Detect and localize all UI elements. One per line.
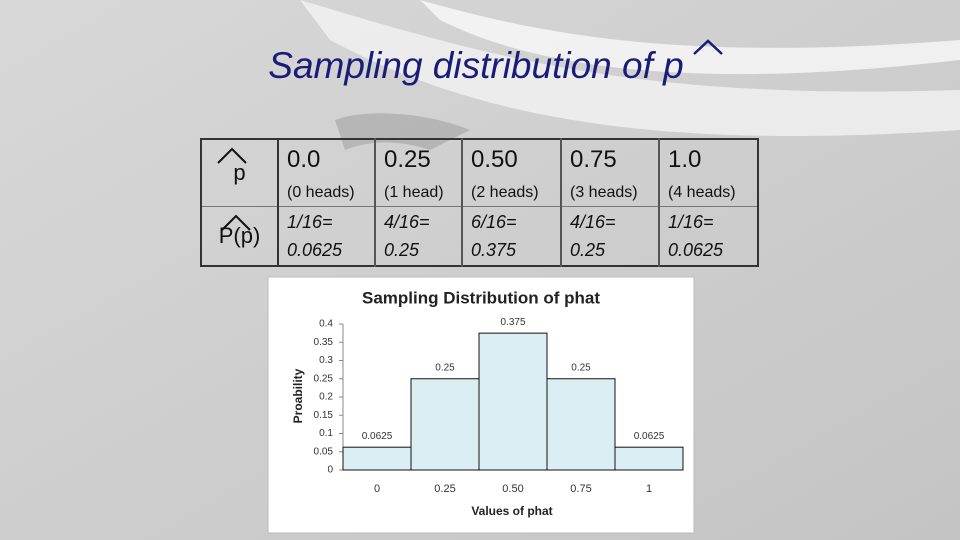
data-label: 0.25 bbox=[435, 362, 455, 373]
cell-line: 4/16= bbox=[570, 212, 616, 232]
y-tick-label: 0.35 bbox=[314, 337, 334, 348]
cell-line: 4/16= bbox=[384, 212, 430, 232]
bar bbox=[478, 332, 548, 471]
bar bbox=[410, 378, 480, 471]
y-tick-label: 0.1 bbox=[319, 428, 333, 439]
cell: 4/16= 0.25 bbox=[560, 206, 659, 266]
x-tick-label: 0 bbox=[374, 483, 380, 495]
data-label: 0.375 bbox=[500, 317, 525, 328]
bar bbox=[614, 446, 684, 471]
cell: 0.0 bbox=[277, 139, 375, 180]
row-header: p bbox=[201, 139, 279, 207]
cell: (4 heads) bbox=[658, 180, 758, 207]
cell-line: 0.0625 bbox=[287, 240, 343, 260]
chart: Sampling Distribution of phat Values of … bbox=[267, 276, 695, 534]
cell-line: 0.25 bbox=[384, 240, 420, 260]
cell-line: 1/16= bbox=[287, 212, 333, 232]
cell: 0.50 bbox=[461, 139, 561, 180]
row-header: P(p) bbox=[201, 206, 279, 266]
table: p 0.0 0.25 0.50 0.75 1.0 (0 heads) (1 he… bbox=[200, 138, 759, 267]
cell: 1/16= 0.0625 bbox=[277, 206, 375, 266]
cell-line: 0.0625 bbox=[668, 240, 724, 260]
hat bbox=[693, 39, 723, 55]
x-tick-label: 0.25 bbox=[434, 483, 455, 495]
data-label: 0.0625 bbox=[362, 431, 393, 442]
y-tick-label: 0 bbox=[327, 465, 333, 476]
x-tick-label: 1 bbox=[646, 483, 652, 495]
cell: (2 heads) bbox=[461, 180, 561, 207]
cell: 0.25 bbox=[374, 139, 462, 180]
swoosh bbox=[420, 0, 960, 75]
slide-title: Sampling distribution of p bbox=[268, 45, 683, 86]
cell: 4/16= 0.25 bbox=[374, 206, 462, 266]
cell: 1/16= 0.0625 bbox=[658, 206, 758, 266]
swoosh bbox=[300, 0, 960, 136]
cell-line: 6/16= bbox=[471, 212, 517, 232]
y-tick-label: 0.05 bbox=[314, 446, 334, 457]
cell-line: 0.375 bbox=[471, 240, 517, 260]
cell: (1 head) bbox=[374, 180, 462, 207]
y-axis-label: Proability bbox=[291, 368, 305, 423]
x-tick-label: 0.75 bbox=[570, 483, 591, 495]
data-label: 0.0625 bbox=[634, 431, 665, 442]
cell-line: 0.25 bbox=[570, 240, 606, 260]
x-axis-label: Values of phat bbox=[471, 504, 552, 518]
cell: 6/16= 0.375 bbox=[461, 206, 561, 266]
bar bbox=[546, 378, 616, 471]
cell: (3 heads) bbox=[560, 180, 659, 207]
y-tick-label: 0.4 bbox=[319, 319, 333, 330]
x-tick-label: 0.50 bbox=[502, 483, 523, 495]
cell: 0.75 bbox=[560, 139, 659, 180]
data-label: 0.25 bbox=[571, 362, 591, 373]
y-tick-label: 0.2 bbox=[319, 392, 333, 403]
bar bbox=[342, 446, 412, 471]
cell: (0 heads) bbox=[277, 180, 375, 207]
y-tick-label: 0.3 bbox=[319, 355, 333, 366]
cell-line: 1/16= bbox=[668, 212, 714, 232]
chart-title: Sampling Distribution of phat bbox=[362, 288, 600, 307]
cell: 1.0 bbox=[658, 139, 758, 180]
y-tick-label: 0.15 bbox=[314, 410, 334, 421]
y-tick-label: 0.25 bbox=[314, 373, 334, 384]
